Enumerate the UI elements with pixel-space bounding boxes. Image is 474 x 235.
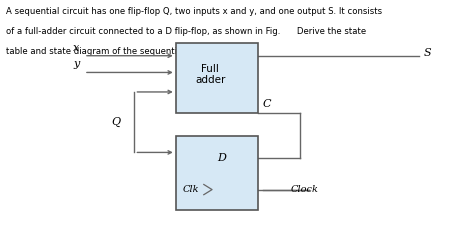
Text: A sequential circuit has one flip-flop Q, two inputs x and y, and one output S. : A sequential circuit has one flip-flop Q…	[6, 7, 382, 16]
Text: of a full-adder circuit connected to a D flip-flop, as shown in Fig.      Derive: of a full-adder circuit connected to a D…	[6, 27, 366, 36]
Text: Q: Q	[111, 117, 121, 127]
Text: Clk: Clk	[182, 185, 199, 194]
Bar	[176, 136, 258, 210]
Text: x: x	[73, 43, 79, 53]
Text: S: S	[423, 48, 431, 58]
Bar	[176, 43, 258, 113]
Text: Full
adder: Full adder	[195, 64, 226, 85]
Text: Clock: Clock	[290, 185, 318, 194]
Text: y: y	[73, 59, 79, 69]
Text: D: D	[217, 153, 226, 163]
Text: table and state diagram of the sequential circuit.: table and state diagram of the sequentia…	[6, 47, 217, 56]
Text: C: C	[263, 99, 272, 109]
